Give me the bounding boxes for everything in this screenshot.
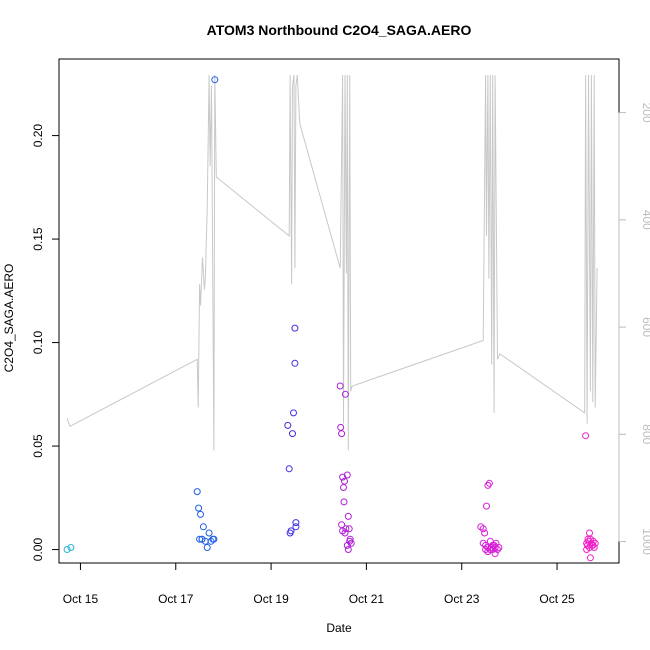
x-tick-label: Oct 19 bbox=[253, 592, 289, 606]
data-point bbox=[193, 488, 201, 496]
data-point bbox=[211, 76, 219, 84]
data-point bbox=[341, 529, 349, 537]
data-point bbox=[481, 529, 489, 537]
data-point bbox=[285, 465, 293, 473]
data-point bbox=[343, 471, 351, 479]
data-point bbox=[341, 477, 348, 485]
data-point bbox=[586, 529, 593, 537]
data-point bbox=[479, 525, 487, 533]
data-point bbox=[341, 390, 349, 398]
data-point bbox=[336, 382, 344, 390]
data-point bbox=[290, 409, 297, 417]
data-point bbox=[483, 502, 490, 510]
data-point bbox=[210, 535, 218, 543]
secondary-y-axis: 200 400 600 800 1000 bbox=[618, 103, 650, 555]
chart-title: ATOM3 Northbound C2O4_SAGA.AERO bbox=[207, 22, 472, 38]
data-point bbox=[286, 529, 294, 537]
data-point bbox=[291, 324, 299, 332]
secondary-tick-label: 200 bbox=[640, 103, 650, 123]
data-point bbox=[491, 550, 499, 558]
y-tick-label: 0.15 bbox=[31, 227, 45, 251]
x-axis-label: Date bbox=[326, 621, 352, 635]
x-tick-label: Oct 25 bbox=[539, 592, 575, 606]
data-point bbox=[582, 432, 590, 440]
data-point bbox=[340, 498, 348, 506]
data-point bbox=[67, 544, 75, 551]
y-tick-label: 0.10 bbox=[31, 331, 45, 355]
pressure-trace-line bbox=[66, 75, 598, 451]
data-point bbox=[482, 541, 490, 549]
points-layer bbox=[63, 76, 599, 562]
secondary-tick-label: 1000 bbox=[640, 528, 650, 555]
secondary-tick-label: 400 bbox=[640, 210, 650, 230]
data-point bbox=[346, 537, 354, 545]
data-point bbox=[195, 504, 203, 512]
data-point bbox=[347, 539, 355, 547]
data-point bbox=[291, 359, 299, 367]
data-point bbox=[198, 535, 206, 543]
y-axis-label: C2O4_SAGA.AERO bbox=[2, 264, 16, 373]
data-point bbox=[289, 430, 296, 438]
pressure-trace-layer bbox=[66, 75, 598, 451]
y-tick-label: 0.20 bbox=[31, 124, 45, 148]
data-point bbox=[337, 423, 345, 431]
plot-frame bbox=[58, 58, 620, 564]
secondary-tick-label: 800 bbox=[640, 424, 650, 444]
data-point bbox=[586, 554, 594, 562]
y-tick-label: 0.05 bbox=[31, 434, 45, 458]
data-point bbox=[197, 510, 204, 518]
data-point bbox=[586, 544, 593, 551]
y-tick-label: 0.00 bbox=[31, 538, 45, 562]
data-point bbox=[205, 529, 213, 537]
x-tick-label: Oct 23 bbox=[444, 592, 480, 606]
data-point bbox=[199, 523, 207, 531]
data-point bbox=[345, 525, 353, 533]
x-axis: Oct 15 Oct 17 Oct 19 Oct 21 Oct 23 Oct 25 bbox=[63, 562, 575, 606]
x-tick-label: Oct 17 bbox=[158, 592, 194, 606]
data-point bbox=[484, 481, 492, 489]
x-tick-label: Oct 21 bbox=[349, 592, 385, 606]
data-point bbox=[284, 421, 292, 429]
x-tick-label: Oct 15 bbox=[63, 592, 99, 606]
data-point bbox=[203, 544, 211, 551]
data-point bbox=[63, 546, 71, 553]
data-point bbox=[486, 546, 494, 553]
data-point bbox=[485, 479, 493, 487]
data-point bbox=[292, 523, 300, 531]
data-point bbox=[338, 430, 346, 438]
data-point bbox=[495, 544, 503, 551]
y-axis: 0.00 0.05 0.10 0.15 0.20 bbox=[31, 124, 60, 562]
data-point bbox=[584, 535, 592, 543]
data-point bbox=[344, 546, 352, 553]
data-point bbox=[340, 484, 347, 491]
data-point bbox=[292, 519, 300, 527]
data-point bbox=[344, 512, 352, 520]
secondary-tick-label: 600 bbox=[640, 317, 650, 337]
